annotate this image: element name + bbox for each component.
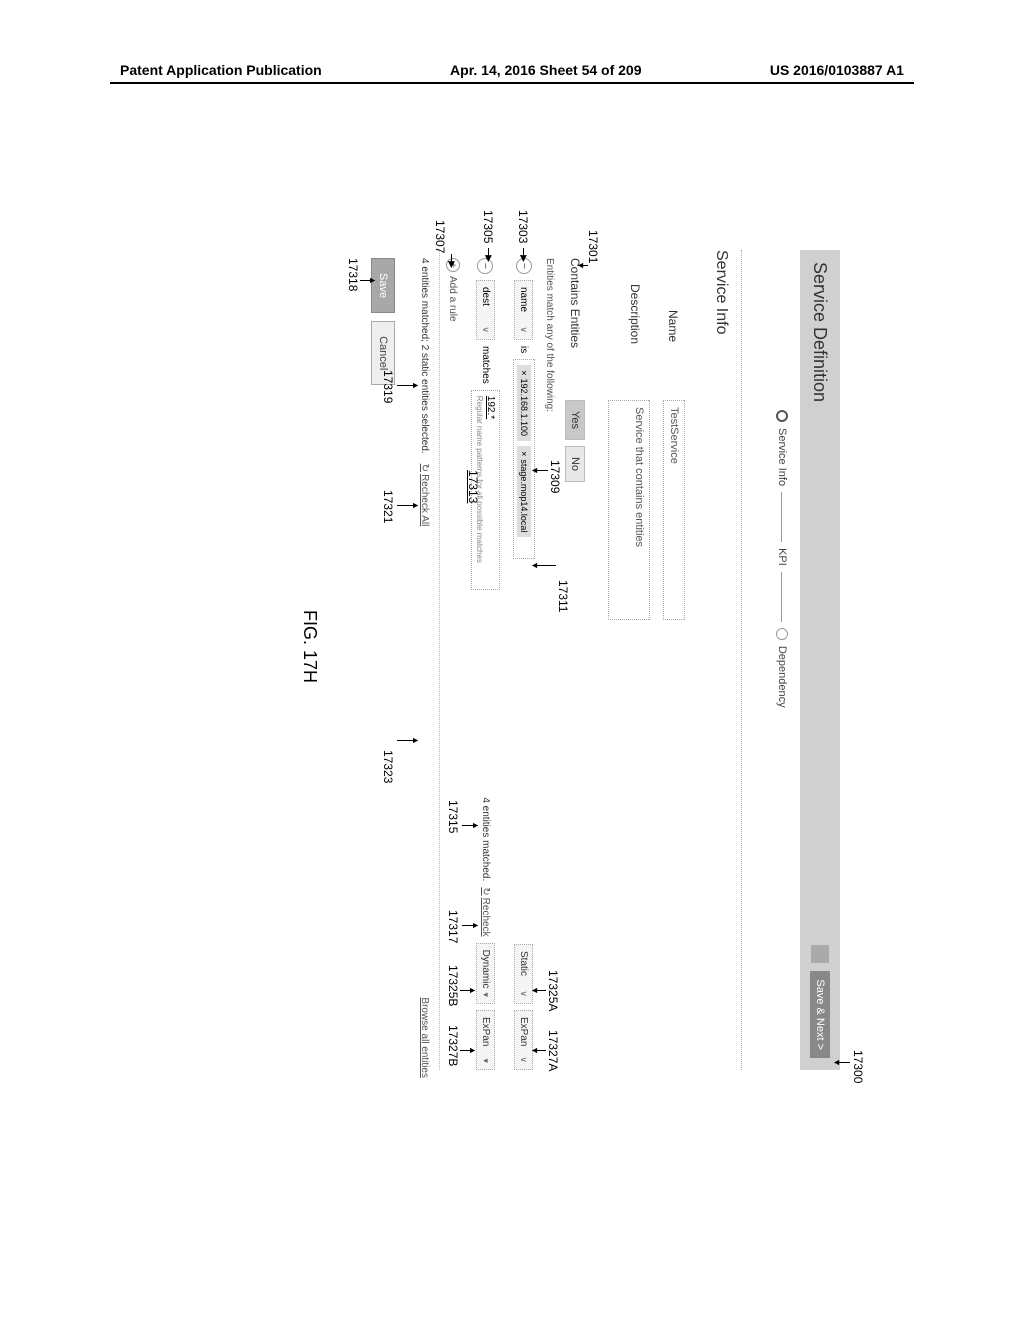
name-input[interactable]: TestService: [663, 400, 685, 620]
no-button[interactable]: No: [565, 446, 585, 482]
type-select-dynamic[interactable]: Dynamic▾: [476, 943, 495, 1004]
callout-17311: 17311: [556, 580, 570, 612]
chip-ip[interactable]: ×192.168.1.100: [517, 365, 531, 441]
callout-17325B: 17325B: [446, 965, 460, 1006]
save-next-button[interactable]: Save & Next >: [810, 971, 830, 1058]
recheck-link[interactable]: Recheck: [480, 887, 491, 936]
field-select-2[interactable]: dest∨: [476, 280, 495, 340]
yes-button[interactable]: Yes: [565, 400, 585, 440]
recheck-all-link[interactable]: Recheck All: [419, 464, 430, 527]
callout-17305: 17305: [481, 210, 495, 243]
summary-text: 4 entities matched; 2 static entities se…: [419, 258, 430, 454]
callout-17301: 17301: [586, 230, 600, 263]
name-label: Name: [666, 310, 680, 342]
callout-17300: 17300: [851, 1050, 865, 1083]
description-input[interactable]: Service that contains entities: [608, 400, 650, 620]
callout-17303: 17303: [516, 210, 530, 243]
figure-wrap: Service Definition Save & Next > Service…: [160, 210, 860, 1110]
chip-host[interactable]: ×stage.mop14.local: [517, 446, 531, 537]
tab-kpi[interactable]: KPI: [776, 548, 788, 566]
callout-17315: 17315: [446, 800, 460, 833]
expand-2[interactable]: ExPan▾: [476, 1010, 495, 1070]
step-dot-ring: [776, 628, 788, 640]
callout-17327B: 17327B: [446, 1025, 460, 1066]
callout-17319: 17319: [381, 370, 395, 403]
header-rule: [110, 82, 914, 84]
contains-entities-label: Contains Entities: [568, 258, 582, 348]
banner: Service Definition Save & Next >: [800, 250, 840, 1070]
op-label-2: matches: [480, 346, 491, 384]
tab-service-info[interactable]: Service Info: [776, 428, 788, 486]
tab-dependency[interactable]: Dependency: [776, 646, 788, 708]
save-button[interactable]: Save: [371, 258, 395, 313]
section-heading: Service Info: [712, 250, 730, 334]
header-center: Apr. 14, 2016 Sheet 54 of 209: [450, 62, 641, 78]
callout-17318: 17318: [346, 258, 360, 291]
field-select-1[interactable]: name∨: [515, 280, 534, 340]
matched-count: 4 entities matched.: [480, 797, 491, 881]
patent-header: Patent Application Publication Apr. 14, …: [0, 62, 1024, 78]
callout-17317: 17317: [446, 910, 460, 943]
op-label-1: is: [519, 346, 530, 353]
divider: [741, 250, 742, 1070]
page-title: Service Definition: [810, 262, 831, 402]
figure-inner: Service Definition Save & Next > Service…: [160, 210, 860, 1110]
callout-17309: 17309: [548, 460, 562, 493]
figure-label: FIG. 17H: [299, 610, 320, 683]
browse-all-link[interactable]: Browse all entities: [419, 997, 430, 1078]
expand-1[interactable]: ExPan∨: [515, 1010, 534, 1070]
callout-17313: 17313: [466, 470, 480, 503]
description-label: Description: [628, 284, 642, 344]
rule-row-2: − dest∨ matches 192.* Regular name patte…: [471, 258, 500, 1070]
callout-17325A: 17325A: [546, 970, 560, 1011]
header-right: US 2016/0103887 A1: [770, 62, 904, 78]
callout-17327A: 17327A: [546, 1030, 560, 1071]
header-left: Patent Application Publication: [120, 62, 322, 78]
value-box-1[interactable]: ×192.168.1.100 ×stage.mop14.local: [513, 359, 535, 559]
step-dot-active: [776, 410, 788, 422]
divider-2: [439, 250, 440, 1070]
match-text: Entities match any of the following:: [544, 258, 555, 412]
rule-row-1: − name∨ is ×192.168.1.100 ×stage.mop14.l…: [513, 258, 535, 1070]
callout-17323: 17323: [381, 750, 395, 783]
stepper: Service Info KPI Dependency: [776, 410, 788, 708]
type-select-static[interactable]: Static∨: [515, 944, 534, 1004]
callout-17321: 17321: [381, 490, 395, 523]
callout-17307: 17307: [433, 220, 447, 253]
square-icon: [811, 945, 829, 963]
